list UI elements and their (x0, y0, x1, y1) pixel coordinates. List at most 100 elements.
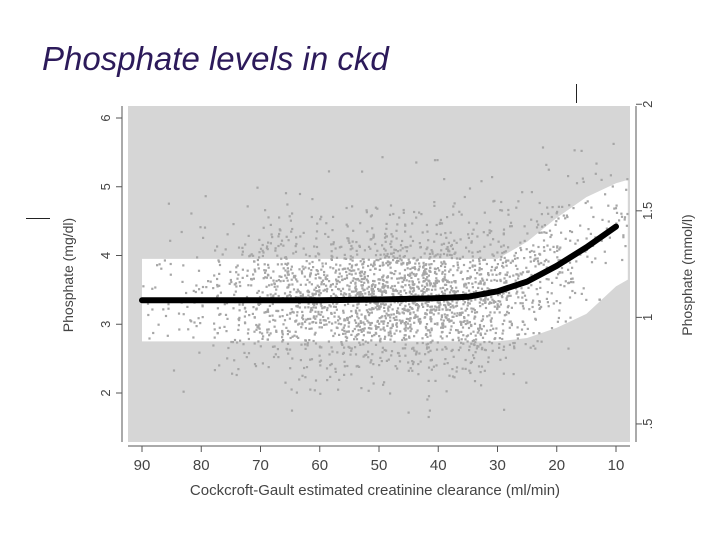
scatter-point (381, 320, 384, 323)
scatter-point (397, 292, 400, 295)
scatter-point (299, 359, 302, 362)
scatter-point (590, 206, 593, 209)
scatter-point (258, 327, 261, 330)
scatter-point (562, 214, 565, 217)
scatter-point (401, 239, 404, 243)
scatter-point (570, 281, 573, 284)
scatter-point (358, 279, 361, 282)
scatter-point (484, 332, 487, 335)
scatter-point (581, 177, 584, 180)
scatter-point (487, 272, 490, 275)
scatter-point (506, 310, 509, 313)
scatter-point (383, 320, 386, 323)
scatter-point (491, 298, 494, 301)
scatter-point (395, 229, 398, 232)
scatter-point (509, 320, 512, 323)
scatter-point (377, 287, 380, 291)
scatter-point (474, 277, 477, 280)
scatter-point (362, 343, 365, 346)
scatter-point (328, 321, 331, 324)
scatter-point (379, 305, 382, 308)
scatter-point (442, 286, 445, 289)
scatter-point (388, 306, 391, 309)
scatter-point (304, 376, 307, 379)
scatter-point (490, 317, 493, 320)
scatter-point (263, 269, 266, 272)
scatter-point (267, 216, 270, 219)
scatter-point (304, 327, 307, 330)
scatter-point (486, 315, 489, 318)
scatter-point (362, 289, 365, 292)
scatter-point (245, 356, 248, 359)
scatter-point (409, 323, 412, 326)
scatter-point (566, 215, 569, 219)
scatter-point (415, 161, 418, 164)
scatter-point (400, 285, 403, 288)
scatter-point (343, 329, 346, 332)
scatter-point (318, 289, 321, 292)
scatter-point (369, 247, 372, 250)
scatter-point (258, 295, 262, 299)
scatter-point (350, 290, 354, 293)
scatter-point (594, 172, 597, 175)
scatter-point (414, 274, 417, 277)
scatter-point (455, 241, 458, 244)
scatter-point (412, 272, 415, 276)
scatter-point (470, 342, 473, 345)
scatter-point (304, 266, 307, 269)
scatter-point (386, 252, 389, 256)
scatter-point (293, 334, 296, 337)
scatter-point (316, 290, 319, 293)
scatter-point (389, 266, 392, 269)
scatter-point (371, 287, 375, 291)
scatter-point (312, 339, 315, 343)
scatter-point (503, 319, 506, 322)
scatter-point (474, 281, 477, 284)
scatter-point (493, 305, 496, 308)
scatter-point (382, 302, 385, 306)
scatter-point (379, 303, 383, 306)
scatter-point (471, 232, 474, 235)
scatter-point (232, 307, 235, 310)
scatter-point (270, 283, 273, 286)
scatter-point (405, 279, 408, 282)
scatter-point (464, 322, 467, 326)
scatter-point (461, 367, 464, 370)
scatter-point (421, 274, 424, 277)
scatter-point (330, 329, 333, 332)
scatter-point (351, 269, 354, 272)
scatter-point (472, 291, 475, 294)
scatter-point (507, 304, 510, 308)
scatter-point (429, 266, 432, 269)
scatter-point (433, 240, 436, 243)
scatter-point (405, 309, 408, 312)
scatter-point (305, 318, 308, 321)
scatter-point (349, 248, 352, 251)
scatter-point (477, 282, 480, 285)
scatter-point (232, 223, 235, 226)
scatter-point (300, 270, 303, 273)
scatter-point (349, 353, 352, 356)
scatter-point (265, 276, 268, 279)
scatter-point (543, 231, 546, 234)
scatter-point (178, 328, 181, 331)
scatter-point (376, 302, 379, 305)
scatter-point (442, 252, 446, 256)
scatter-point (204, 195, 207, 198)
scatter-point (205, 286, 208, 289)
scatter-point (299, 283, 302, 286)
scatter-point (476, 345, 479, 348)
scatter-point (419, 246, 422, 249)
scatter-point (386, 254, 389, 258)
scatter-point (513, 347, 516, 350)
scatter-point (342, 311, 345, 314)
scatter-point (216, 283, 219, 287)
scatter-point (561, 271, 564, 274)
scatter-point (339, 264, 342, 267)
scatter-point (404, 224, 407, 227)
scatter-point (385, 276, 389, 279)
scatter-point (504, 250, 507, 253)
scatter-point (318, 345, 321, 348)
scatter-point (309, 358, 312, 361)
scatter-point (418, 262, 421, 265)
